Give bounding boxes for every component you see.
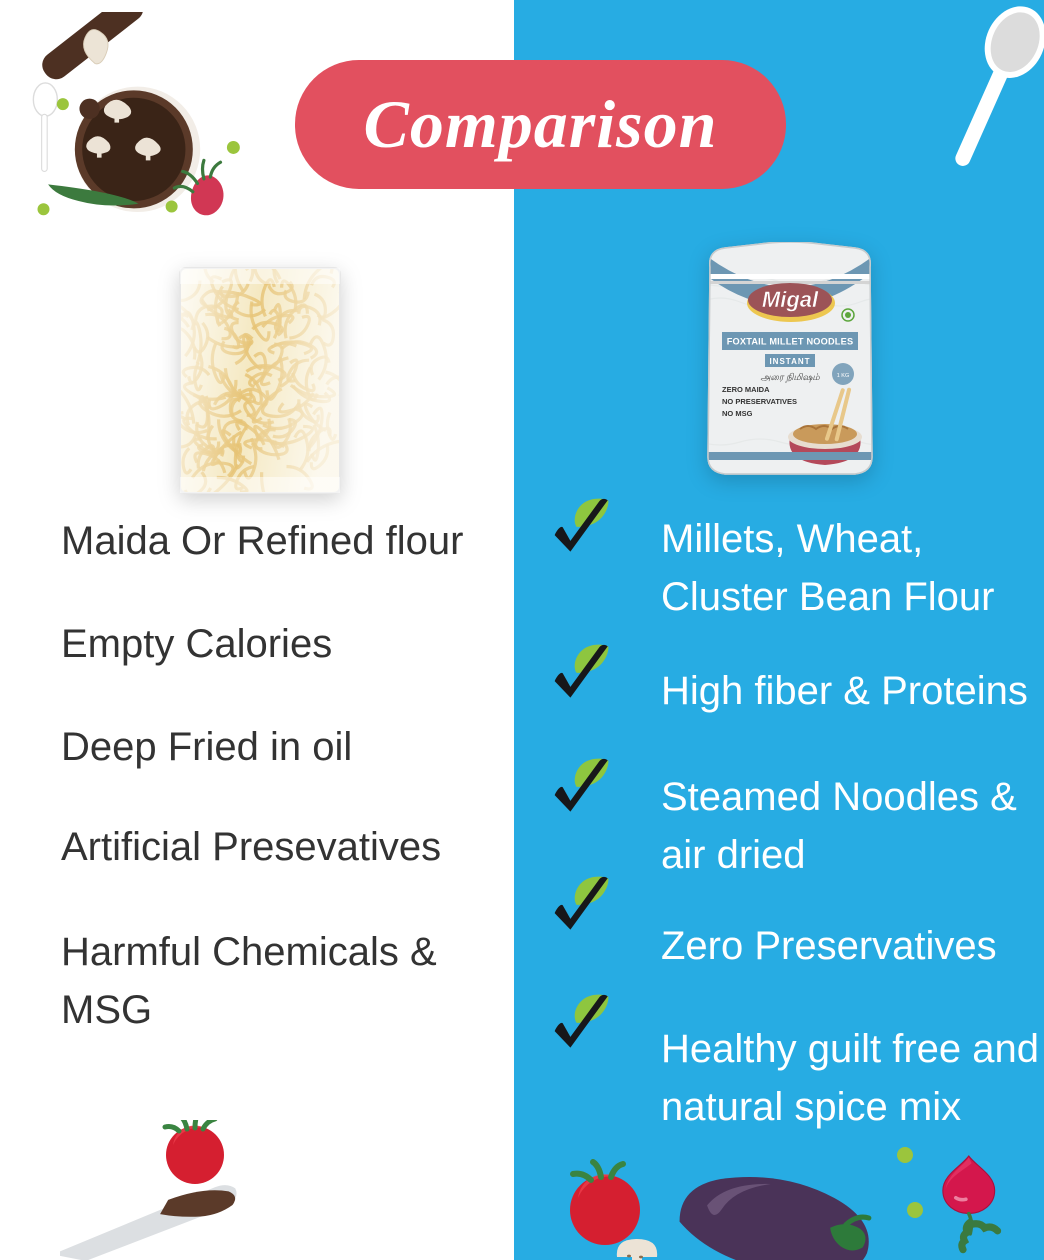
svg-text:INSTANT: INSTANT — [769, 357, 810, 366]
svg-text:1 KG: 1 KG — [837, 373, 850, 379]
svg-text:Migal: Migal — [762, 287, 819, 312]
svg-text:ZERO MAIDA: ZERO MAIDA — [722, 385, 770, 394]
svg-text:NO MSG: NO MSG — [722, 409, 753, 418]
svg-text:NO PRESERVATIVES: NO PRESERVATIVES — [722, 397, 797, 406]
svg-text:FOXTAIL MILLET NOODLES: FOXTAIL MILLET NOODLES — [727, 337, 854, 347]
